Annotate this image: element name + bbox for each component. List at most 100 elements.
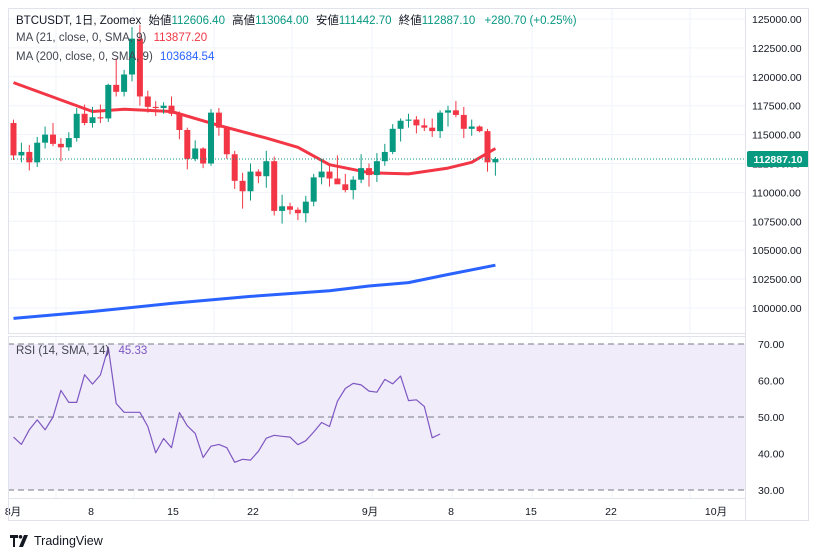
price-tick-label: 117500.00	[752, 101, 801, 113]
time-tick-label: 15	[167, 506, 179, 518]
candle-body	[97, 117, 104, 119]
candle-body	[176, 113, 183, 130]
candle	[200, 147, 207, 169]
ma200-value: 103684.54	[159, 51, 215, 63]
open-value: 112606.40	[171, 15, 225, 27]
candle-body	[468, 126, 475, 129]
candles	[10, 24, 499, 224]
ma21-value: 113877.20	[153, 32, 208, 44]
candle	[452, 101, 459, 118]
candle-body	[389, 128, 396, 152]
candle	[373, 153, 380, 182]
candle	[168, 96, 175, 117]
last-price-badge-bg	[747, 151, 809, 168]
candle	[129, 27, 135, 82]
candle-body	[318, 171, 325, 178]
price-tick-label: 115000.00	[752, 130, 801, 142]
candle	[255, 169, 262, 184]
candle-body	[279, 206, 286, 211]
candle	[350, 176, 357, 200]
candle	[192, 140, 199, 162]
candle-body	[373, 161, 380, 176]
candle	[247, 163, 254, 201]
tradingview-brand: TradingView	[34, 534, 103, 548]
candle-body	[50, 134, 56, 144]
candle-body	[208, 112, 214, 164]
price-tick-label: 107500.00	[752, 216, 802, 228]
candle	[389, 124, 396, 155]
rsi-levels	[8, 343, 745, 491]
candle-body	[34, 142, 41, 163]
tradingview-footer[interactable]: TradingView	[10, 534, 103, 548]
candle	[271, 156, 278, 216]
candle-body	[460, 114, 467, 129]
candle-body	[168, 105, 175, 114]
rsi-tick-label: 30.00	[758, 485, 784, 497]
open-label: 始値	[148, 15, 172, 27]
candle-body	[476, 126, 483, 132]
candle	[405, 113, 412, 128]
candle-body	[26, 151, 33, 163]
candle-body	[73, 113, 80, 139]
candle	[239, 172, 246, 209]
last-price-badge-label: 112887.10	[753, 154, 802, 166]
time-tick-label: 8	[448, 506, 454, 518]
rsi-tick-label: 40.00	[758, 449, 784, 461]
candle-body	[223, 127, 230, 155]
candle-body	[57, 143, 64, 148]
time-axis[interactable]: 8月 8 15 22 9月 8 15 22 10月	[5, 506, 727, 518]
candle-body	[200, 148, 207, 164]
candle-body	[437, 112, 444, 132]
time-tick-label: 22	[247, 506, 259, 518]
candle-body	[334, 178, 341, 185]
candle	[342, 173, 349, 193]
candle-body	[184, 129, 191, 159]
price-tick-label: 105000.00	[752, 245, 802, 257]
candle	[484, 128, 491, 172]
ma200-line-group	[13, 263, 496, 320]
candle-body	[255, 171, 262, 177]
change-value: +280.70 (+0.25%)	[484, 15, 577, 27]
candle-body	[144, 96, 151, 107]
candle-body	[121, 74, 128, 92]
candle	[81, 104, 88, 126]
candle	[310, 173, 317, 207]
high-value: 113064.00	[255, 15, 309, 27]
rsi-axis[interactable]: 30.00 40.00 50.00 60.00 70.00	[758, 339, 784, 497]
candle-body	[452, 110, 459, 115]
pane-frame	[8, 8, 809, 521]
candle-body	[358, 168, 365, 180]
candle	[97, 104, 104, 124]
candle	[413, 116, 420, 134]
ma21-legend[interactable]: MA (21, close, 0, SMA, 9) 113877.20	[16, 32, 207, 44]
tradingview-logo-icon	[10, 535, 28, 547]
candle-body	[18, 151, 25, 156]
candle	[445, 105, 451, 127]
candle	[26, 145, 33, 171]
symbol-label[interactable]: BTCUSDT, 1日, Zoomex	[16, 15, 142, 27]
price-axis-border	[745, 8, 809, 521]
candle	[421, 118, 428, 132]
rsi-legend[interactable]: RSI (14, SMA, 14) 45.33	[16, 345, 147, 357]
candle-body	[397, 120, 404, 129]
candle-body	[445, 110, 451, 113]
candle-body	[421, 125, 428, 128]
candle	[294, 207, 301, 221]
candle	[437, 110, 444, 139]
candle-body	[484, 131, 491, 163]
last-price-badge: 112887.10	[747, 151, 809, 168]
candle	[287, 202, 293, 215]
price-axis[interactable]: 100000.00 102500.00 105000.00 107500.00 1100…	[752, 14, 802, 315]
candle	[57, 138, 64, 162]
ma21-label: MA (21, close, 0, SMA, 9)	[16, 32, 147, 44]
ma200-legend[interactable]: MA (200, close, 0, SMA, 9) 103684.54	[16, 51, 214, 63]
candle-body	[65, 138, 72, 148]
candle-body	[113, 84, 120, 92]
candle	[397, 118, 404, 142]
candle-body	[215, 112, 222, 128]
candle-body	[287, 206, 293, 210]
legend-header: BTCUSDT, 1日, Zoomex 始値112606.40 高値113064…	[16, 12, 577, 28]
candle	[263, 150, 270, 188]
candle	[160, 102, 167, 114]
